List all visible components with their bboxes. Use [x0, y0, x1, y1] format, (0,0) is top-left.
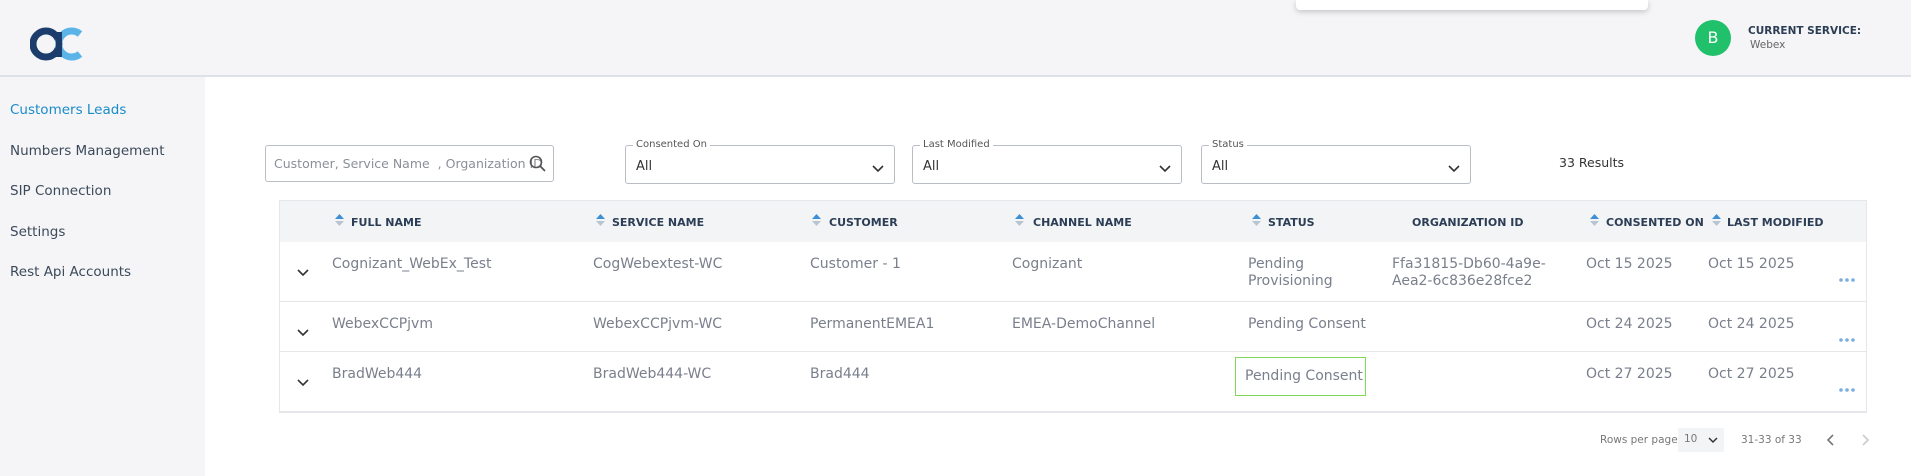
cell: Oct 24 2025 [1708, 316, 1795, 332]
avatar[interactable]: B [1695, 20, 1731, 56]
table [279, 200, 1867, 413]
cell: Oct 15 2025 [1586, 256, 1673, 272]
nav-item[interactable]: Settings [10, 223, 66, 240]
nav-item[interactable]: SIP Connection [10, 183, 112, 199]
column-header[interactable]: ORGANIZATION ID [1412, 216, 1524, 229]
row-actions[interactable] [1838, 328, 1856, 342]
row-actions[interactable] [1838, 378, 1856, 392]
rows-per-page-label: Rows per page: [1600, 434, 1682, 446]
expand-row [296, 373, 310, 387]
sort-icon[interactable] [1252, 212, 1261, 226]
filter-value: All [636, 159, 653, 174]
page-range: 31-33 of 33 [1741, 434, 1802, 446]
filter-label: Consented On [633, 139, 710, 150]
table-header [280, 201, 1866, 242]
column-header[interactable]: LAST MODIFIED [1727, 216, 1824, 229]
status-highlight: Pending Consent [1235, 357, 1366, 396]
search-box[interactable]: Customer, Service Name , Organization ID [265, 145, 554, 182]
cell: Cognizant_WebEx_Test [332, 256, 492, 272]
cell: Pending Consent [1248, 316, 1366, 332]
sort-icon[interactable] [812, 212, 821, 226]
cell: PermanentEMEA1 [810, 316, 935, 332]
column-header[interactable]: CONSENTED ON [1606, 216, 1704, 229]
column-header[interactable]: CHANNEL NAME [1033, 216, 1132, 229]
filter-value: All [923, 159, 940, 174]
filter-value: All [1212, 159, 1229, 174]
service-name: Webex [1750, 39, 1786, 51]
column-header[interactable]: FULL NAME [351, 216, 422, 229]
filter-select[interactable]: Consented On All [625, 139, 895, 184]
search-placeholder: Customer, Service Name , Organization ID [274, 156, 543, 171]
rows-per-page-value: 10 [1684, 433, 1698, 445]
cell: WebexCCPjvm-WC [593, 316, 723, 332]
row-separator [279, 411, 1867, 412]
service-label: CURRENT SERVICE: [1748, 25, 1862, 37]
sidebar [0, 77, 205, 476]
sort-icon[interactable] [1590, 212, 1599, 226]
expand-row [296, 323, 310, 337]
cell: WebexCCPjvm [332, 316, 433, 332]
header [0, 0, 1911, 77]
popup [1296, 0, 1648, 10]
sort-icon[interactable] [335, 212, 344, 226]
cell: Oct 27 2025 [1708, 366, 1795, 382]
cell: BradWeb444-WC [593, 366, 712, 382]
chevron [1708, 437, 1718, 444]
sort-icon[interactable] [596, 212, 605, 226]
filter-select[interactable]: Status All [1201, 139, 1471, 184]
cell: Oct 15 2025 [1708, 256, 1795, 272]
column-header[interactable]: SERVICE NAME [612, 216, 705, 229]
cell: Oct 27 2025 [1586, 366, 1673, 382]
filter-label: Status [1209, 139, 1247, 150]
row-actions[interactable] [1838, 268, 1856, 282]
cell: Oct 24 2025 [1586, 316, 1673, 332]
expand-row [296, 263, 310, 277]
nav-item[interactable]: Customers Leads [10, 102, 127, 118]
cell: CogWebextest-WC [593, 256, 723, 272]
column-header[interactable]: STATUS [1268, 216, 1315, 229]
cell: Cognizant [1012, 256, 1083, 272]
cell: Customer - 1 [810, 256, 901, 272]
chevron [1158, 159, 1172, 173]
pager-arrows[interactable] [1822, 432, 1882, 448]
cell: Brad444 [810, 366, 870, 382]
cell: Pending Consent [1245, 368, 1363, 384]
sort-icon[interactable] [1015, 212, 1024, 226]
row-separator [279, 351, 1867, 352]
nav-item[interactable]: Numbers Management [10, 142, 165, 159]
cell: Pending Provisioning [1248, 256, 1333, 289]
rows-per-page-select[interactable]: 10 [1678, 428, 1724, 452]
chevron [1447, 159, 1461, 173]
nav-item[interactable]: Rest Api Accounts [10, 264, 132, 280]
cell: BradWeb444 [332, 366, 423, 382]
cell: Ffa31815-Db60-4a9e-Aea2-6c836e28fce2 [1392, 256, 1546, 289]
cell: EMEA-DemoChannel [1012, 316, 1156, 332]
chevron [871, 159, 885, 173]
filter-label: Last Modified [920, 139, 993, 150]
filter-select[interactable]: Last Modified All [912, 139, 1182, 184]
column-header[interactable]: CUSTOMER [829, 216, 898, 229]
logo [30, 27, 83, 61]
sort-icon[interactable] [1712, 212, 1721, 226]
results-count: 33 Results [1559, 155, 1625, 170]
row-separator [279, 301, 1867, 302]
search-icon [529, 155, 546, 172]
